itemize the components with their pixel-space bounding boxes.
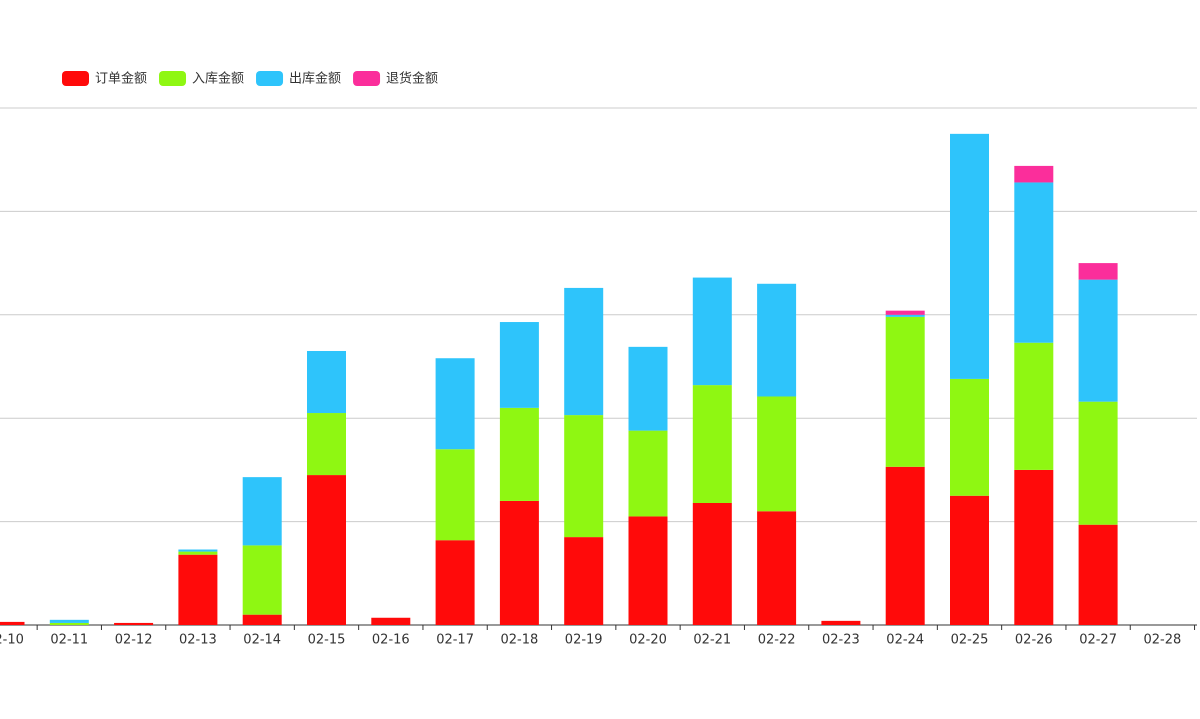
- legend-label: 入库金额: [192, 71, 244, 87]
- x-tick-label: 02-26: [1015, 633, 1053, 648]
- bar-segment: [757, 511, 797, 625]
- bar-segment: [0, 621, 25, 625]
- bar-segment: [499, 322, 539, 408]
- legend-label: 订单金额: [95, 71, 147, 87]
- bar-segment: [178, 554, 218, 625]
- x-tick-label: 02-16: [372, 633, 410, 648]
- bar-segment: [1014, 182, 1054, 343]
- bar-segment: [1078, 279, 1118, 402]
- bar-segment: [564, 287, 604, 416]
- x-tick-label: 02-14: [243, 633, 281, 648]
- x-tick-label: 02-21: [693, 633, 731, 648]
- x-tick-label: 02-22: [758, 633, 796, 648]
- bar-segment: [692, 277, 732, 386]
- bar-segment: [307, 475, 346, 625]
- bar-segment: [564, 537, 604, 625]
- legend-label: 退货金额: [386, 71, 438, 87]
- bar-segment: [307, 350, 346, 414]
- x-tick-label: 02-18: [501, 633, 539, 648]
- bar-segment: [692, 502, 732, 625]
- bar-segment: [178, 549, 218, 552]
- bar-segment: [242, 477, 282, 546]
- legend-label: 出库金额: [289, 71, 341, 87]
- bar-segment: [49, 622, 89, 625]
- x-tick-label: 02-13: [179, 633, 217, 648]
- x-tick-label: 02-15: [308, 633, 346, 648]
- legend-swatch: [62, 71, 89, 86]
- bar-segment: [628, 516, 668, 625]
- x-tick-label: 02-28: [1144, 633, 1182, 648]
- bar-segment: [1078, 263, 1118, 280]
- x-tick-label: 02-24: [886, 633, 924, 648]
- legend-swatch: [159, 71, 187, 86]
- bar-segment: [242, 614, 282, 625]
- x-tick-label: 02-12: [115, 633, 153, 648]
- x-tick-label: 02-17: [436, 633, 474, 648]
- bar-segment: [1078, 401, 1118, 525]
- bar-segment: [371, 617, 411, 625]
- bar-segment: [950, 495, 989, 625]
- bar-segment: [178, 551, 218, 555]
- bar-segment: [757, 283, 797, 397]
- bar-segment: [242, 545, 282, 615]
- x-tick-label: 02-23: [822, 633, 860, 648]
- legend-swatch: [256, 71, 284, 86]
- bar-segment: [114, 622, 154, 625]
- bar-segment: [757, 396, 797, 512]
- x-tick-label: 02-10: [0, 633, 24, 648]
- bar-segment: [692, 385, 732, 503]
- bar-segment: [885, 316, 925, 467]
- bar-segment: [950, 133, 989, 379]
- bar-segment: [564, 415, 604, 538]
- bar-segment: [821, 620, 861, 625]
- bar-segment: [628, 346, 668, 431]
- bar-segment: [885, 310, 925, 315]
- bar-segment: [1014, 165, 1054, 183]
- bar-segment: [435, 449, 475, 541]
- bar-segment: [49, 619, 89, 623]
- x-tick-label: 02-19: [565, 633, 603, 648]
- bar-segment: [435, 540, 475, 625]
- bar-segment: [499, 500, 539, 625]
- bar-segment: [1078, 524, 1118, 625]
- bar-segment: [885, 466, 925, 625]
- x-tick-label: 02-20: [629, 633, 667, 648]
- x-tick-label: 02-11: [50, 633, 88, 648]
- bar-segment: [1014, 469, 1054, 625]
- bar-segment: [950, 378, 989, 496]
- bar-segment: [1014, 342, 1054, 470]
- bar-segment: [628, 430, 668, 517]
- x-tick-label: 02-27: [1079, 633, 1117, 648]
- x-tick-label: 02-25: [951, 633, 989, 648]
- bar-segment: [885, 314, 925, 317]
- legend-swatch: [353, 71, 381, 86]
- bar-segment: [499, 407, 539, 501]
- bar-segment: [307, 413, 346, 476]
- bar-segment: [435, 358, 475, 450]
